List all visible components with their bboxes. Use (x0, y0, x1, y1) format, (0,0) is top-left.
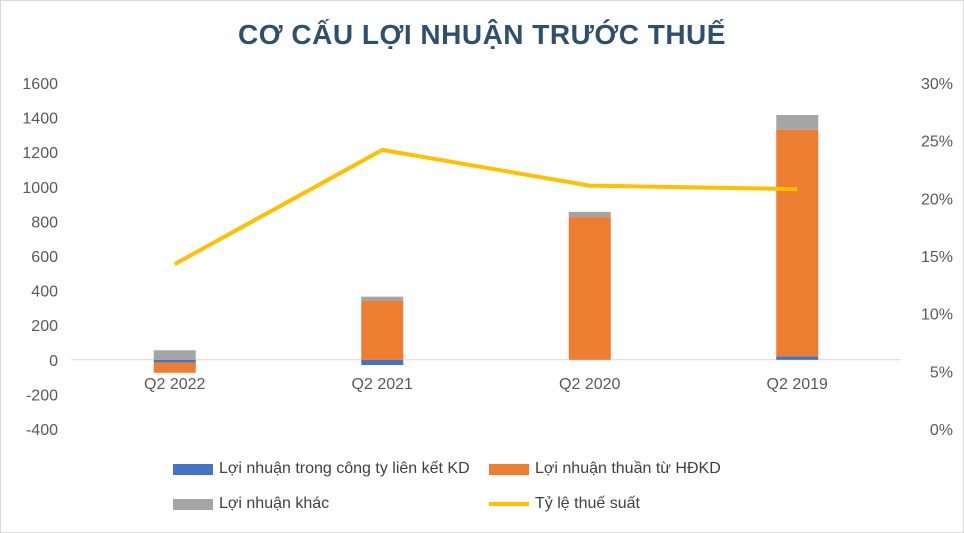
y-left-tick-label: 200 (31, 318, 58, 335)
bar-segment-series-2 (776, 115, 819, 130)
y-left-tick-label: 1600 (22, 76, 58, 93)
y-left-tick-label: 0 (49, 353, 58, 370)
bar-segment-series-0 (361, 359, 404, 365)
y-left-tick-label: 400 (31, 284, 58, 301)
y-left-tick-label: 1200 (22, 145, 58, 162)
y-right-tick-label: 20% (921, 191, 953, 208)
y-right-tick-label: 10% (921, 307, 953, 324)
bar-segment-series-1 (153, 362, 196, 373)
y-right-tick-label: 25% (921, 134, 953, 151)
bar-segment-series-0 (776, 356, 819, 360)
y-left-tick-label: 800 (31, 214, 58, 231)
tax-rate-line (173, 147, 798, 266)
bar-segment-series-1 (568, 217, 611, 360)
y-right-tick-label: 15% (921, 249, 953, 266)
x-tick-label: Q2 2021 (352, 376, 413, 393)
y-left-tick-label: -200 (26, 387, 58, 404)
y-left-tick-label: 600 (31, 249, 58, 266)
y-left-tick-label: 1000 (22, 180, 58, 197)
x-tick-label: Q2 2022 (144, 376, 205, 393)
bar-segment-series-1 (361, 300, 404, 360)
bar-segment-series-1 (776, 129, 819, 357)
bar-segment-series-2 (568, 211, 611, 218)
bar-segment-series-0 (153, 359, 196, 363)
chart-title: CƠ CẤU LỢI NHUẬN TRƯỚC THUẾ (238, 19, 726, 50)
x-tick-label: Q2 2020 (559, 376, 620, 393)
bar-segment-series-2 (153, 350, 196, 360)
y-right-tick-label: 5% (930, 364, 953, 381)
y-right-tick-label: 0% (930, 422, 953, 439)
x-tick-label: Q2 2019 (767, 376, 828, 393)
bar-segment-series-2 (361, 296, 404, 301)
y-left-tick-label: -400 (26, 422, 58, 439)
y-left-tick-label: 1400 (22, 111, 58, 128)
y-right-tick-label: 30% (921, 76, 953, 93)
